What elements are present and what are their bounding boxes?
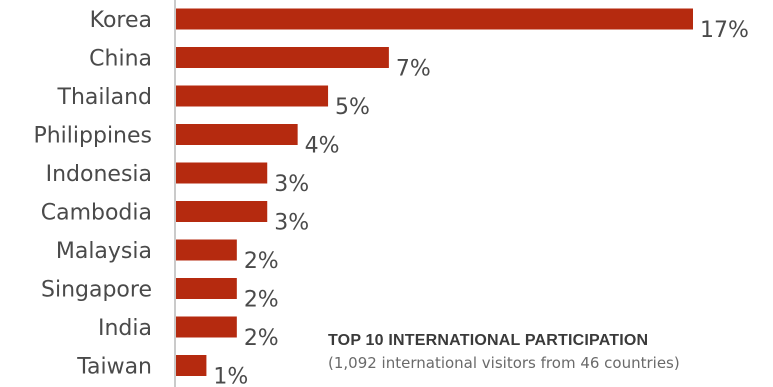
bar-india bbox=[176, 316, 237, 338]
bar-philippines bbox=[176, 124, 298, 145]
value-label-philippines: 4% bbox=[305, 134, 340, 159]
bars-group bbox=[176, 8, 693, 376]
annotation-subtitle: (1,092 international visitors from 46 co… bbox=[328, 354, 680, 372]
value-label-india: 2% bbox=[244, 326, 279, 351]
annotation-title: TOP 10 INTERNATIONAL PARTICIPATION bbox=[328, 332, 649, 349]
bar-cambodia bbox=[176, 201, 268, 222]
value-label-taiwan: 1% bbox=[213, 365, 248, 387]
category-labels-group: Korea China Thailand Philippines Indonesia Ca… bbox=[33, 8, 152, 380]
bar-taiwan bbox=[176, 355, 207, 376]
value-label-malaysia: 2% bbox=[244, 249, 279, 274]
category-label-india: India bbox=[98, 316, 152, 341]
category-label-thailand: Thailand bbox=[57, 85, 152, 110]
value-label-indonesia: 3% bbox=[274, 172, 309, 197]
value-label-korea: 17% bbox=[700, 18, 749, 43]
value-label-thailand: 5% bbox=[335, 95, 370, 120]
bar-thailand bbox=[176, 85, 329, 107]
bar-china bbox=[176, 47, 389, 68]
value-label-singapore: 2% bbox=[244, 288, 279, 313]
category-label-cambodia: Cambodia bbox=[41, 201, 152, 226]
category-label-indonesia: Indonesia bbox=[46, 162, 152, 187]
category-label-china: China bbox=[89, 47, 152, 72]
bar-korea bbox=[176, 8, 693, 30]
bar-singapore bbox=[176, 278, 237, 299]
category-label-taiwan: Taiwan bbox=[76, 355, 152, 380]
value-labels-group: 17% 7% 5% 4% 3% 3% 2% 2% 2% 1% bbox=[213, 18, 748, 387]
value-label-china: 7% bbox=[396, 57, 431, 82]
category-label-philippines: Philippines bbox=[33, 124, 152, 149]
chart-annotation: TOP 10 INTERNATIONAL PARTICIPATION (1,09… bbox=[328, 330, 680, 374]
category-label-singapore: Singapore bbox=[41, 278, 152, 303]
bar-malaysia bbox=[176, 239, 237, 261]
category-label-korea: Korea bbox=[90, 8, 152, 33]
bar-indonesia bbox=[176, 162, 268, 184]
category-label-malaysia: Malaysia bbox=[56, 239, 152, 264]
value-label-cambodia: 3% bbox=[274, 211, 309, 236]
